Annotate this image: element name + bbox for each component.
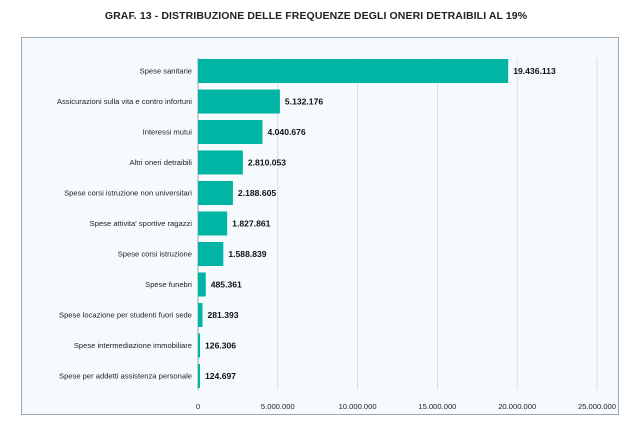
category-label: Spese locazione per studenti fuori sede: [59, 311, 192, 320]
data-label: 485.361: [211, 280, 242, 290]
data-label: 2.810.053: [248, 158, 286, 168]
x-tick-label: 0: [196, 402, 200, 411]
bar: [198, 59, 509, 83]
bar: [198, 211, 228, 236]
data-label: 1.827.861: [232, 219, 270, 229]
x-tick-label: 20.000.000: [498, 402, 536, 411]
category-label: Spese per addetti assistenza personale: [59, 372, 192, 381]
bar: [198, 150, 243, 175]
x-tick-label: 5.000.000: [261, 402, 295, 411]
category-label: Spese intermediazione immobiliare: [74, 341, 192, 350]
category-label: Spese corsi istruzione: [118, 250, 192, 259]
category-label: Spese corsi istruzione non universitari: [64, 189, 192, 198]
bar: [198, 364, 200, 388]
bar: [198, 242, 224, 266]
chart-title: GRAF. 13 - DISTRIBUZIONE DELLE FREQUENZE…: [104, 10, 528, 22]
chart-frame: [21, 37, 619, 415]
bar: [198, 272, 206, 297]
category-label: Spese sanitarie: [140, 67, 192, 76]
category-label: Spese attivita' sportive ragazzi: [90, 219, 193, 228]
data-label: 1.588.839: [228, 249, 266, 259]
x-tick-label: 15.000.000: [418, 402, 456, 411]
data-label: 4.040.676: [267, 127, 305, 137]
bar: [198, 303, 203, 327]
bar: [198, 333, 201, 358]
data-label: 19.436.113: [513, 66, 556, 76]
data-label: 124.697: [205, 371, 236, 381]
bar: [198, 89, 280, 114]
data-label: 281.393: [207, 310, 238, 320]
category-label: Assicurazioni sulla vita e contro infort…: [57, 97, 192, 106]
bar: [198, 120, 263, 144]
data-label: 5.132.176: [285, 97, 323, 107]
data-label: 126.306: [205, 341, 236, 351]
category-label: Interessi mutui: [143, 128, 193, 137]
category-label: Spese funebri: [145, 280, 192, 289]
category-label: Altri oneri detraibili: [130, 158, 193, 167]
x-tick-label: 25.000.000: [578, 402, 616, 411]
bar: [198, 181, 233, 205]
data-label: 2.188.605: [238, 188, 276, 198]
x-tick-label: 10.000.000: [339, 402, 377, 411]
